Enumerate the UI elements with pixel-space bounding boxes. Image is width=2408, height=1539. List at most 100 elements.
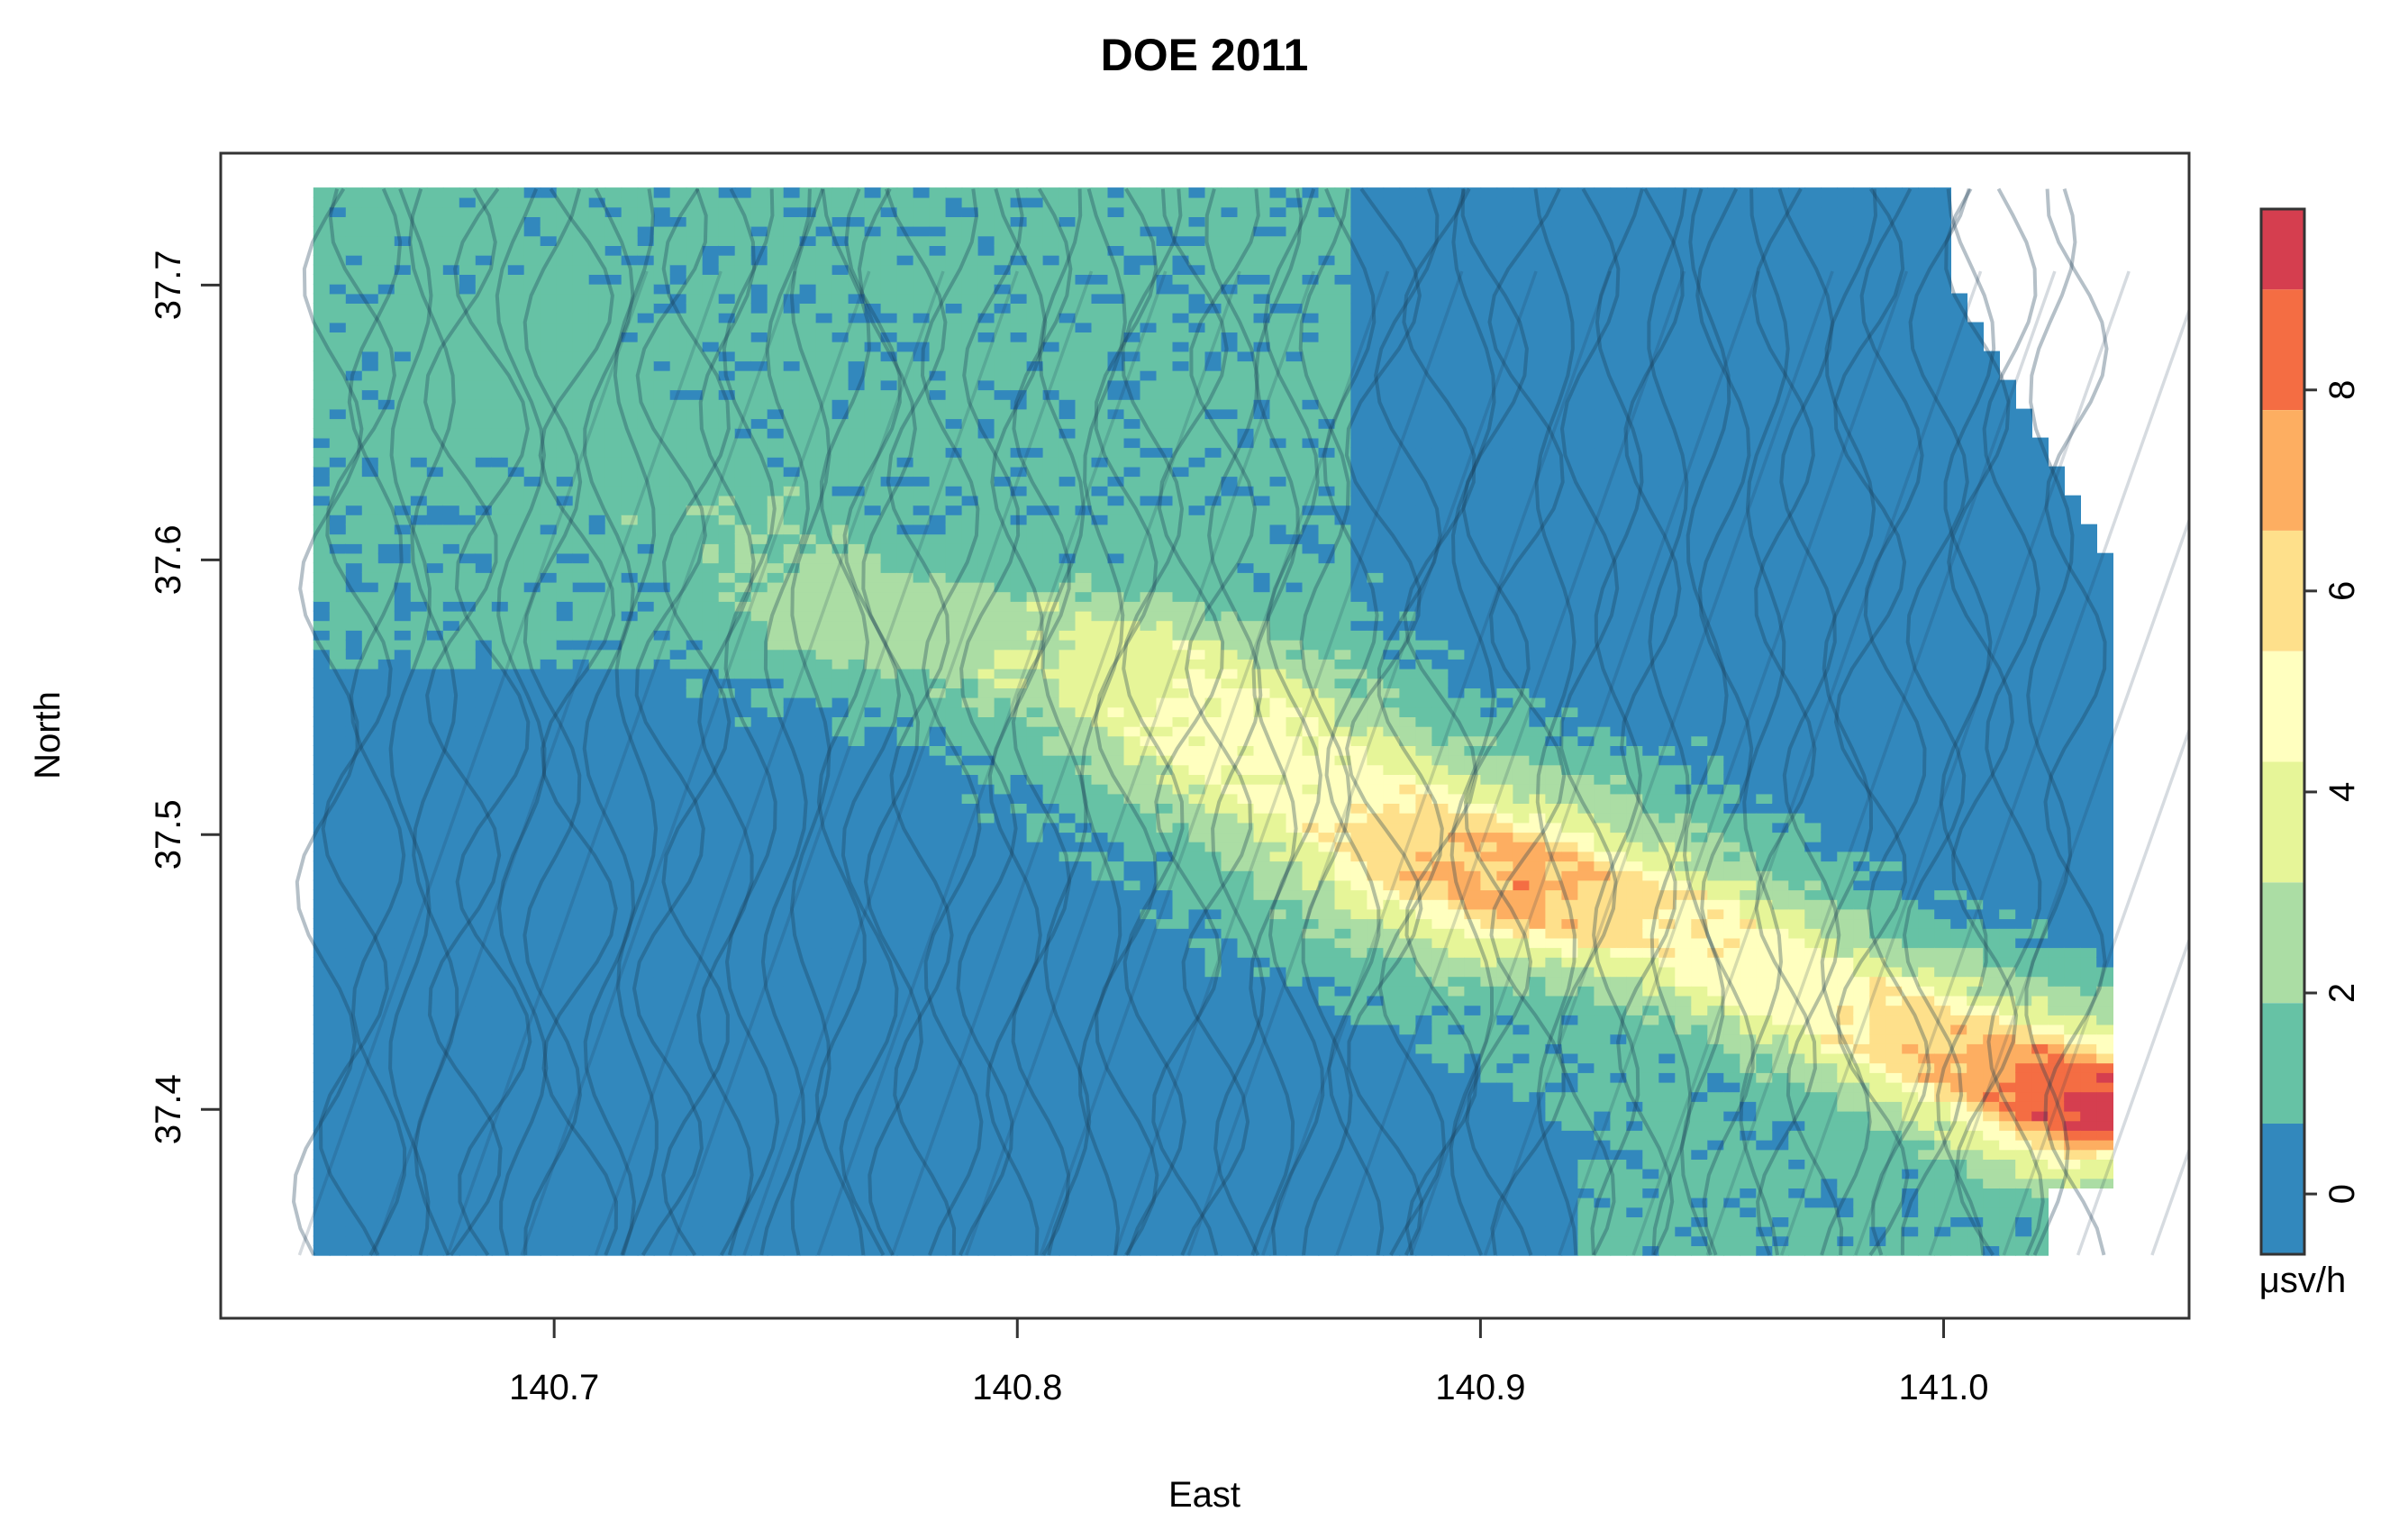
heat-cell — [459, 428, 477, 439]
heat-cell — [410, 841, 428, 852]
heat-cell — [621, 928, 639, 939]
heat-cell — [961, 966, 979, 978]
heat-cell — [1010, 851, 1028, 862]
heat-cell — [1010, 389, 1028, 400]
heat-cell — [799, 649, 817, 660]
heat-cell — [604, 1110, 622, 1122]
heat-cell — [831, 515, 850, 525]
heat-cell — [459, 1159, 477, 1170]
heat-cell — [783, 515, 801, 525]
heat-cell — [523, 398, 541, 410]
heat-cell — [702, 1081, 720, 1093]
heat-cell — [799, 639, 817, 651]
heat-cell — [718, 591, 736, 602]
heat-cell — [864, 716, 882, 727]
heat-cell — [945, 1149, 963, 1160]
heat-cell — [313, 1034, 331, 1044]
heat-cell — [977, 428, 995, 439]
heat-cell — [799, 495, 817, 506]
heat-cell — [896, 1120, 914, 1131]
heat-cell — [880, 803, 898, 814]
heat-cell — [783, 225, 801, 237]
heat-cell — [523, 389, 541, 400]
heat-cell — [718, 639, 736, 651]
heat-cell — [880, 1101, 898, 1112]
heat-cell — [945, 1043, 963, 1054]
heat-cell — [410, 283, 428, 295]
heat-cell — [410, 543, 428, 554]
heat-cell — [750, 1081, 768, 1093]
heat-cell — [831, 505, 850, 515]
heat-cell — [994, 206, 1012, 217]
heat-cell — [621, 495, 639, 506]
heat-cell — [442, 947, 460, 958]
heat-cell — [929, 1024, 947, 1035]
heat-cell — [345, 1139, 363, 1151]
heat-cell — [621, 187, 639, 198]
heat-cell — [540, 379, 558, 391]
heat-cell — [896, 1149, 914, 1160]
heat-cell — [426, 206, 444, 217]
heat-cell — [848, 1101, 866, 1112]
heat-cell — [1010, 1120, 1028, 1131]
heat-cell — [945, 533, 963, 544]
heat-cell — [313, 418, 331, 429]
heat-cell — [637, 322, 655, 332]
heat-cell — [994, 1178, 1012, 1188]
heat-cell — [345, 216, 363, 227]
heat-cell — [361, 216, 379, 227]
heat-cell — [653, 879, 671, 891]
heat-cell — [377, 505, 395, 515]
heat-cell — [929, 360, 947, 371]
heat-cell — [377, 216, 395, 227]
heat-cell — [394, 793, 412, 804]
heat-cell — [377, 1235, 395, 1246]
heat-cell — [848, 745, 866, 756]
heat-cell — [361, 630, 379, 641]
heat-cell — [329, 264, 347, 275]
heat-cell — [491, 486, 509, 496]
heat-cell — [1026, 1130, 1044, 1141]
heat-cell — [913, 312, 931, 323]
heat-cell — [799, 1207, 817, 1217]
heat-cell — [604, 245, 622, 256]
heat-cell — [929, 428, 947, 439]
heat-cell — [653, 457, 671, 468]
heat-cell — [880, 812, 898, 824]
heat-cell — [831, 659, 850, 669]
heat-cell — [994, 332, 1012, 342]
heat-cell — [1026, 466, 1044, 478]
heat-cell — [815, 1149, 833, 1160]
heat-cell — [913, 293, 931, 304]
heat-cell — [913, 639, 931, 651]
heat-cell — [686, 1149, 704, 1160]
heat-cell — [459, 1130, 477, 1141]
heat-cell — [929, 505, 947, 515]
heat-cell — [540, 293, 558, 304]
heat-cell — [621, 706, 639, 717]
heat-cell — [572, 245, 590, 256]
heat-cell — [880, 1178, 898, 1188]
heat-cell — [442, 572, 460, 583]
heat-cell — [669, 1101, 687, 1112]
heat-cell — [377, 601, 395, 612]
heat-cell — [994, 812, 1012, 824]
heat-cell — [345, 341, 363, 352]
heat-cell — [475, 447, 493, 458]
heat-cell — [880, 764, 898, 775]
heat-cell — [426, 754, 444, 766]
heat-cell — [604, 745, 622, 756]
heat-cell — [864, 312, 882, 323]
heat-cell — [880, 1225, 898, 1237]
heat-cell — [767, 1159, 785, 1170]
heat-cell — [653, 398, 671, 410]
heat-cell — [783, 725, 801, 737]
heat-cell — [913, 552, 931, 564]
heat-cell — [475, 495, 493, 506]
heat-cell — [977, 630, 995, 641]
heat-cell — [442, 1015, 460, 1025]
heat-cell — [426, 1216, 444, 1227]
heat-cell — [880, 610, 898, 622]
heat-cell — [475, 1245, 493, 1256]
heat-cell — [961, 418, 979, 429]
